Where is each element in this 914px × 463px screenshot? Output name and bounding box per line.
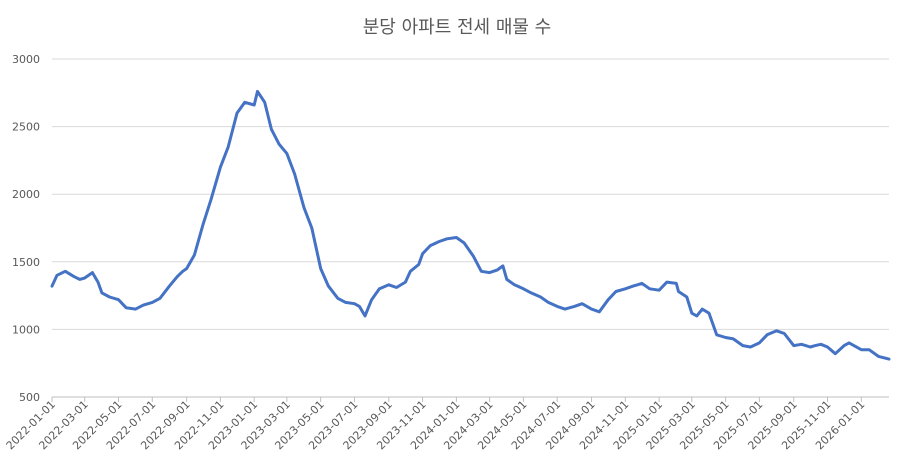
gridlines — [52, 58, 889, 398]
y-tick-label: 500 — [19, 391, 40, 404]
y-tick-label: 1500 — [12, 256, 40, 269]
y-tick-label: 1000 — [12, 323, 40, 336]
y-tick-label: 2000 — [12, 188, 40, 201]
y-tick-label: 2500 — [12, 121, 40, 134]
series-line — [50, 89, 891, 361]
x-axis-ticks: 2022-01-012022-03-012022-05-012022-07-01… — [4, 397, 867, 452]
y-axis-ticks: 500 1000 1500 2000 2500 3000 — [12, 53, 40, 404]
chart-title: 분당 아파트 전세 매물 수 — [363, 17, 552, 38]
series-layer — [50, 89, 891, 361]
y-tick-label: 3000 — [12, 53, 40, 66]
